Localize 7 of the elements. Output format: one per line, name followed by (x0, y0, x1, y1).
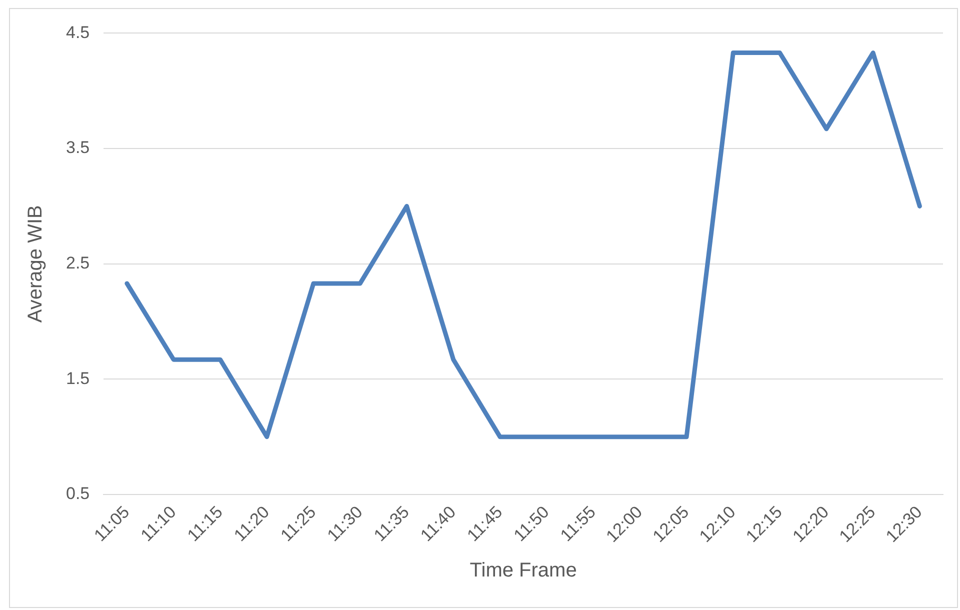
y-axis-title: Average WIB (24, 205, 47, 323)
y-tick-label: 0.5 (66, 484, 90, 504)
y-tick-label: 4.5 (66, 22, 90, 42)
y-tick-label: 2.5 (66, 254, 90, 273)
y-tick-label: 1.5 (66, 368, 90, 388)
y-tick-label: 3.5 (66, 138, 90, 158)
x-axis-title: Time Frame (470, 560, 577, 582)
